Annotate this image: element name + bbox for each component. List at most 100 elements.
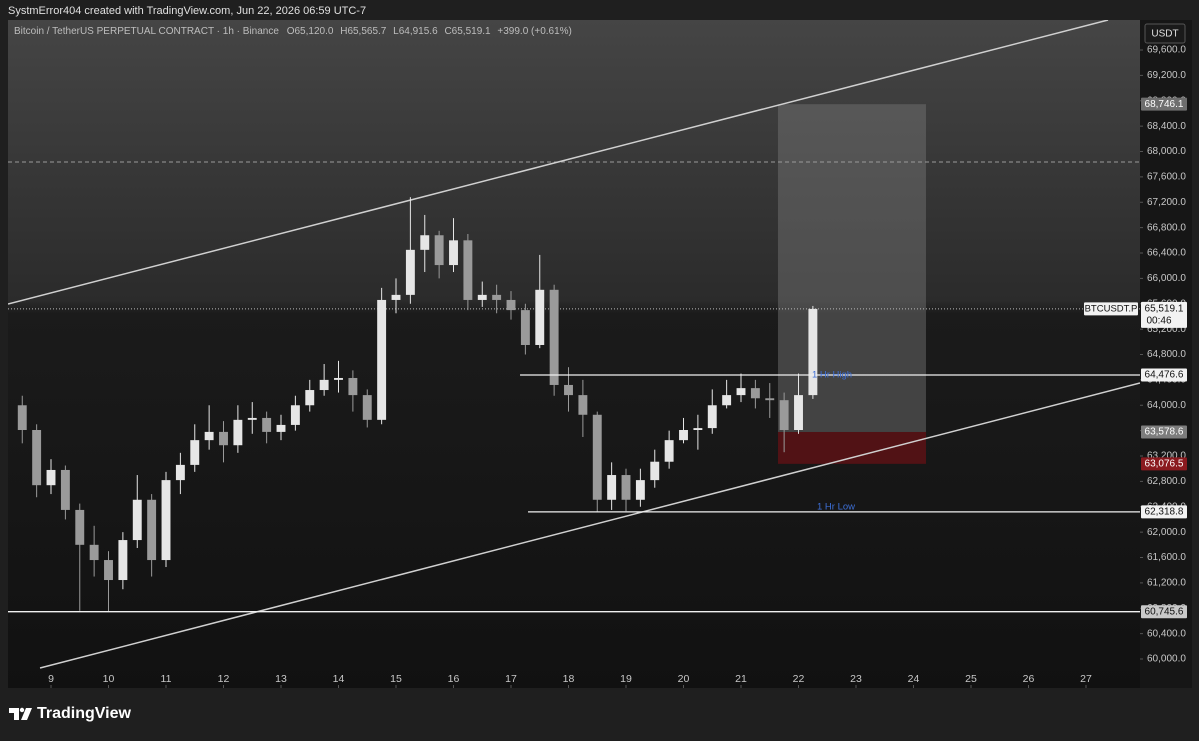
candle-body [348, 377, 358, 396]
x-tick-label: 16 [448, 673, 460, 685]
ohlc-value: 65,120.0 [294, 26, 333, 37]
candle-body [765, 398, 775, 401]
candle-body [362, 395, 372, 420]
logo-text: TradingView [37, 705, 132, 722]
legend: Bitcoin / TetherUS PERPETUAL CONTRACT · … [14, 26, 572, 37]
candle-body [477, 294, 487, 300]
candle-body [650, 461, 660, 481]
candle-body [290, 405, 300, 425]
candle-body [794, 395, 803, 430]
ohlc-value: 65,519.1 [452, 26, 491, 37]
x-tick-label: 12 [218, 673, 230, 685]
level-label: 60,745.6 [1145, 606, 1184, 617]
candle-body [679, 429, 688, 441]
candle-body [506, 299, 516, 311]
candle-body [334, 377, 343, 380]
ohlc-value: 64,915.6 [399, 26, 438, 37]
candle-body [434, 235, 444, 266]
level-label-bg [1141, 505, 1187, 519]
candle-body [17, 405, 27, 430]
candle-body [693, 428, 703, 430]
candle-body [319, 379, 329, 391]
x-tick-label: 9 [48, 673, 54, 685]
ohlc-label: H [340, 26, 347, 37]
candle-body [564, 384, 573, 396]
level-label: 64,476.6 [1145, 370, 1184, 381]
candle-body [549, 289, 559, 385]
y-tick-label: 64,800.0 [1147, 349, 1186, 360]
y-tick-label: 62,000.0 [1147, 527, 1186, 538]
y-tick-label: 67,200.0 [1147, 197, 1186, 208]
target-label: 68,746.1 [1145, 99, 1184, 110]
candle-body [132, 499, 142, 541]
x-tick-label: 14 [333, 673, 345, 685]
candle-body [175, 464, 185, 481]
candle-body [736, 388, 746, 396]
currency-button[interactable] [1144, 23, 1186, 44]
level-text: 1 Hr Low [817, 501, 855, 512]
plot-background [8, 20, 1140, 688]
price-label: 65,519.1 [1145, 304, 1184, 315]
ohlc-value: 65,565.7 [347, 26, 386, 37]
level-text: 1 Hr High [812, 370, 852, 381]
candle-body [276, 424, 286, 432]
x-tick-label: 11 [161, 673, 172, 685]
x-tick-label: 23 [850, 673, 862, 685]
profit-zone [777, 104, 926, 432]
y-tick-label: 60,400.0 [1147, 628, 1186, 639]
trend-line [8, 20, 1109, 305]
level-label-bg [1141, 368, 1187, 382]
y-tick-label: 63,200.0 [1147, 451, 1186, 462]
candle-body [592, 414, 602, 500]
x-tick-label: 19 [620, 673, 632, 685]
stop-label: 63,076.5 [1145, 458, 1184, 469]
y-tick-label: 62,800.0 [1147, 476, 1186, 487]
x-tick-label: 25 [965, 673, 977, 685]
x-tick-label: 20 [678, 673, 690, 685]
entry-label-bg [1141, 425, 1187, 439]
ohlc-label: O [287, 26, 295, 37]
target-label-bg [1141, 97, 1187, 111]
x-tick-label: 15 [390, 673, 402, 685]
x-tick-label: 26 [1023, 673, 1035, 685]
y-tick-label: 67,600.0 [1147, 172, 1186, 183]
candle-body [664, 440, 674, 462]
y-tick-label: 66,000.0 [1147, 273, 1186, 284]
x-tick-label: 22 [793, 673, 805, 685]
candle-body [707, 405, 717, 429]
candle-body [420, 235, 430, 250]
x-tick-label: 17 [505, 673, 517, 685]
y-tick-label: 64,000.0 [1147, 400, 1186, 411]
candle-body [377, 299, 387, 420]
logo: TradingView [9, 705, 132, 722]
y-tick-label: 68,000.0 [1147, 146, 1186, 157]
y-tick-label: 69,200.0 [1147, 70, 1186, 81]
candle-body [219, 431, 228, 446]
price-badge-bg [1141, 301, 1187, 328]
level-label: 62,318.8 [1145, 507, 1184, 518]
candle-body [391, 294, 401, 300]
candle-body [46, 469, 56, 486]
candle-body [89, 544, 99, 561]
candle-body [621, 475, 631, 500]
stop-label-bg [1141, 457, 1187, 471]
candle-body [463, 240, 473, 300]
ohlc-label: L [393, 26, 399, 37]
candle-body [305, 390, 315, 406]
x-tick-label: 18 [563, 673, 575, 685]
y-tick-label: 66,800.0 [1147, 222, 1186, 233]
symbol-tag-bg [1084, 302, 1138, 316]
level-label-bg [1141, 605, 1187, 619]
trend-line [39, 382, 1140, 669]
candle-body [635, 480, 645, 500]
x-tick-label: 27 [1080, 673, 1092, 685]
candle-body [75, 509, 85, 545]
ohlc-label: C [444, 26, 451, 37]
x-tick-label: 21 [735, 673, 747, 685]
candle-body [247, 417, 257, 420]
symbol-tag: BTCUSDT.P [1085, 303, 1138, 314]
candle-body [190, 440, 200, 465]
x-tick-label: 24 [908, 673, 920, 685]
